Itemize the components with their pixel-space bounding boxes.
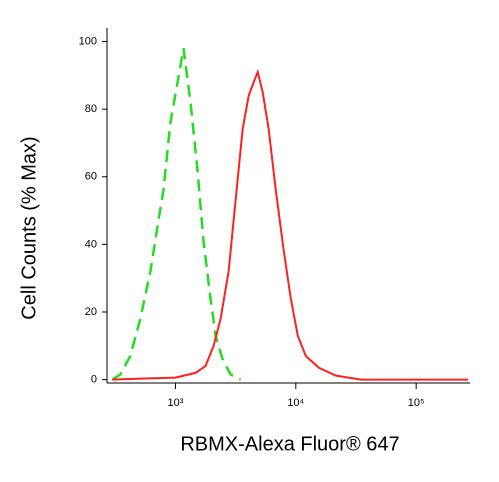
y-tick-label: 40: [85, 238, 97, 250]
x-tick-label: 10⁴: [287, 397, 304, 409]
y-tick-label: 0: [91, 374, 97, 386]
y-tick-label: 20: [85, 306, 97, 318]
x-axis-title: RBMX-Alexa Fluor® 647: [180, 433, 399, 455]
x-tick-label: 10³: [167, 397, 183, 409]
y-tick-label: 80: [85, 103, 97, 115]
y-tick-label: 60: [85, 171, 97, 183]
series-line: [111, 48, 242, 381]
x-tick-label: 10⁵: [408, 397, 425, 409]
y-tick-label: 100: [79, 35, 97, 47]
series-line: [112, 68, 469, 381]
y-axis-title: Cell Counts (% Max): [18, 136, 40, 319]
